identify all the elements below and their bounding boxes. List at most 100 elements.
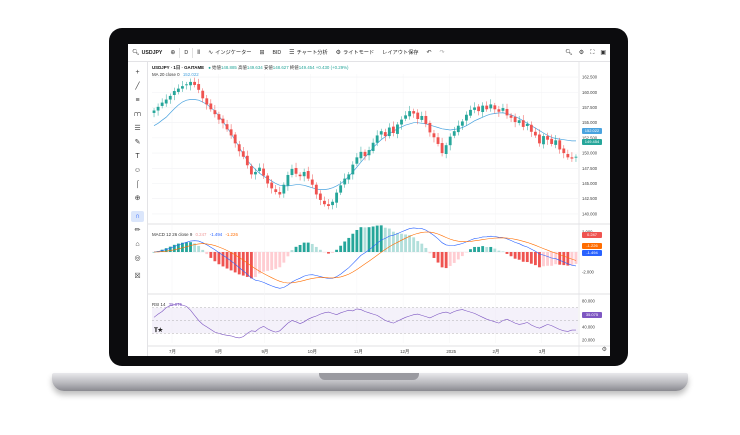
zoom-icon[interactable]: ⊕ [134,195,141,202]
search-icon: 🔍︎ [132,49,140,56]
macd-histogram-bar [452,252,456,263]
chart-type-button[interactable]: Ⅱ [193,44,204,61]
interval-button[interactable]: D [180,44,192,61]
candle [176,88,180,92]
candle [270,182,274,189]
candle [258,167,261,172]
macd-histogram-bar [379,225,383,252]
macd-histogram-bar [501,251,505,252]
candle [351,164,355,175]
macd-histogram-bar [318,249,322,252]
legend-title[interactable]: USDJPY · 1日 · GAITAME [152,65,205,70]
time-tick-label: 10月 [308,349,317,355]
candle [509,115,513,118]
save-layout-button[interactable]: レイアウト保存 [378,44,422,61]
settings-icon[interactable]: ⚙ [578,49,585,56]
undo-button[interactable]: ↶ [423,44,436,61]
legend-dot: ● [208,65,211,70]
macd-histogram-bar [497,250,501,252]
macd-histogram-bar [570,252,574,266]
camera-icon[interactable]: ▣ [600,49,606,56]
candle [298,174,302,177]
pattern-icon[interactable]: ☺ [133,167,142,174]
macd-histogram-bar [558,252,562,265]
macd-histogram-bar [546,252,549,266]
macd-histogram-bar [310,243,314,252]
macd-line [153,227,577,289]
candle [318,193,322,200]
candle [347,174,351,180]
macd-histogram-bar [367,227,371,252]
add-symbol-icon: ⊕ [170,49,176,56]
fullscreen-icon[interactable]: ⛶ [590,49,595,56]
rsi-legend[interactable]: RSI 14 35.075 [152,302,182,307]
macd-v3: -1.226 [225,232,238,237]
horizontal-line-icon[interactable]: ≡ [135,97,140,104]
compare-button[interactable]: ⊕ [166,44,179,61]
candle [481,105,485,113]
candle [278,192,282,195]
macd-histogram-bar [339,245,343,252]
templates-button[interactable]: ⊞ [255,44,268,61]
macd-histogram-bar [489,246,493,252]
macd-histogram-bar [201,249,205,252]
candle [404,115,407,119]
ma-label: MA 20 close 0 [152,72,180,77]
trendline-icon[interactable]: ╱ [135,83,140,90]
candle [501,108,505,111]
macd-histogram-bar [529,252,533,264]
macd-histogram-bar [314,246,318,252]
macd-legend[interactable]: MACD 12 26 close 9 0.247 -1.494 -1.226 [152,232,238,237]
redo-button[interactable]: ↷ [436,44,449,61]
light-mode-label: ライトモード [343,50,375,56]
rsi-line [153,303,576,339]
candle [489,104,493,109]
candle [436,137,440,144]
redo-icon: ↷ [439,49,445,56]
macd-histogram-bar [298,244,302,252]
macd-histogram-bar [404,234,407,252]
macd-histogram-bar [400,233,403,252]
rsi-tick-label: 20.000 [582,337,595,342]
hide-icon[interactable]: ◎ [134,255,141,262]
macd-histogram-bar [262,252,265,272]
magnet-icon[interactable]: ∩ [131,211,144,222]
chart-area[interactable]: 162.500 160.000 157.500 155.000 152.500 150.0… [148,62,610,356]
indicators-button[interactable]: ∿ インジケーター [204,44,255,61]
macd-histogram-bar [477,246,481,252]
candle [241,151,245,157]
search-icon[interactable]: 🔍︎ [565,49,573,56]
open-label: 始値 [212,65,221,70]
macd-histogram-bar [473,246,476,252]
stay-drawing-icon[interactable]: ✏ [134,227,141,234]
candle [383,132,387,137]
price-tick-label: 142.500 [582,196,598,201]
macd-histogram-bar [343,241,347,252]
crosshair-icon[interactable]: + [135,69,140,76]
price-source-button[interactable]: BID [269,44,286,61]
candle [428,122,432,133]
settings-icon[interactable]: ⚙ [601,347,607,353]
trash-icon[interactable]: ☒ [134,273,141,280]
fib-retracement-icon[interactable]: ☰ [134,125,141,132]
tradingview-logo: 𝐓★ [154,328,163,334]
ma-legend[interactable]: MA 20 close 0 152.022 [152,72,199,77]
text-tool-icon[interactable]: T [135,153,140,160]
light-mode-button[interactable]: ⚙ ライトモード [332,44,379,61]
candle [525,123,529,127]
pitchfork-icon[interactable]: ⩋ [133,111,142,118]
ruler-icon[interactable]: ⌠ [135,181,140,188]
candle [448,136,452,146]
brush-icon[interactable]: ✎ [134,139,141,146]
low-label: 安値 [263,65,273,70]
drawing-toolbar: + ╱ ≡ ⩋ ☰ ✎ T ☺ ⌠ ⊕ ∩ ✏ ⌂ ◎ ☒ [128,62,148,356]
lock-icon[interactable]: ⌂ [135,241,140,248]
chart-canvas[interactable]: 162.500 160.000 157.500 155.000 152.500 150.0… [148,62,610,356]
macd-histogram-bar [306,242,310,252]
undo-icon: ↶ [426,49,432,56]
candle [339,185,343,193]
chart-analysis-button[interactable]: ☰ チャート分析 [285,44,331,61]
macd-histogram-bar [383,227,387,252]
macd-histogram-bar [391,231,395,252]
symbol-search[interactable]: 🔍︎ USDJPY [128,44,166,61]
